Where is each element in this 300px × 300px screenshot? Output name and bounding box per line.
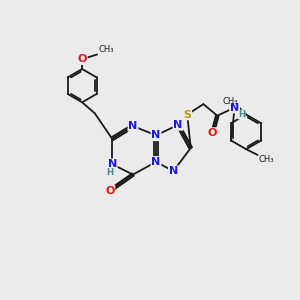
Text: S: S	[183, 110, 191, 119]
Text: N: N	[152, 157, 161, 167]
Text: O: O	[208, 128, 217, 138]
Text: CH₃: CH₃	[258, 155, 274, 164]
Text: N: N	[169, 166, 178, 176]
Text: N: N	[107, 159, 117, 169]
Text: N: N	[230, 103, 239, 112]
Text: H: H	[106, 168, 113, 177]
Text: H: H	[238, 110, 245, 119]
Text: CH₃: CH₃	[98, 45, 114, 54]
Text: N: N	[173, 120, 183, 130]
Text: N: N	[152, 130, 161, 140]
Text: O: O	[77, 54, 87, 64]
Text: N: N	[128, 121, 138, 131]
Text: CH₃: CH₃	[222, 97, 238, 106]
Text: O: O	[105, 186, 115, 196]
